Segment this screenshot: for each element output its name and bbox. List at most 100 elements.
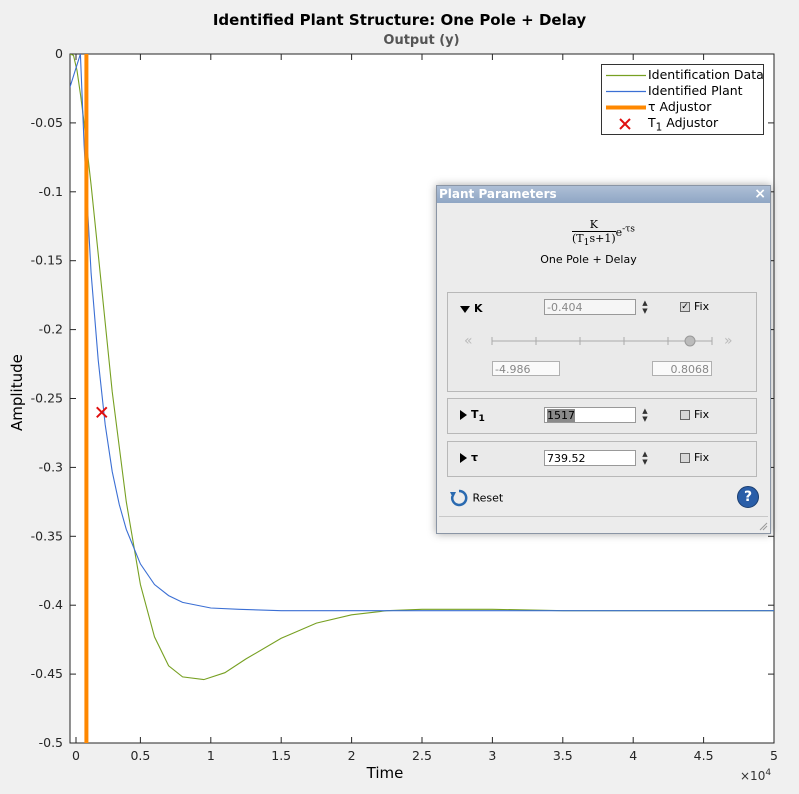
formula-exponential: e-τs (615, 223, 635, 240)
legend-swatch-thick-line (606, 105, 646, 110)
param-k-min-field[interactable]: -4.986 (492, 361, 560, 376)
formula-e-sup: -τs (622, 223, 635, 235)
param-tau-spinner[interactable]: ▲ ▼ (642, 450, 648, 466)
x-tick-label: 0 (72, 748, 80, 763)
chevron-down-icon[interactable] (460, 305, 470, 313)
x-tick-label: 3.5 (553, 748, 573, 763)
x-axis-exponent: ×104 (740, 768, 771, 783)
chevron-right-icon[interactable] (460, 453, 467, 463)
legend-label: Identification Data (648, 67, 764, 82)
y-tick-label: -0.1 (39, 184, 63, 199)
y-tick-label: -0.5 (39, 735, 63, 750)
chevron-right-icon[interactable] (460, 410, 467, 420)
reset-icon (450, 489, 468, 507)
formula-e: e (615, 226, 623, 240)
param-t1-label: T (471, 408, 479, 421)
formula-den-a: (T (572, 232, 584, 245)
legend-label: τ Adjustor (648, 99, 712, 114)
param-k-label: K (474, 302, 483, 315)
transfer-function-formula: K (T1s+1) e-τs (437, 218, 770, 248)
x-tick-label: 2.5 (412, 748, 432, 763)
y-tick-label: -0.25 (31, 391, 63, 406)
formula-denominator: (T1s+1) (572, 232, 616, 248)
legend-item-t1-adjustor[interactable]: T1 Adjustor (602, 115, 763, 134)
slider-left-arrow-icon[interactable]: « (464, 333, 473, 349)
legend-item-tau-adjustor[interactable]: τ Adjustor (602, 99, 763, 115)
series-identified-plant (70, 54, 774, 612)
legend-item-identified-plant[interactable]: Identified Plant (602, 83, 763, 99)
y-tick-label: -0.35 (31, 528, 63, 543)
x-tick-label: 3 (488, 748, 496, 763)
reset-button[interactable]: Reset (449, 488, 503, 508)
param-tau-fix-label: Fix (694, 451, 710, 464)
y-tick-label: -0.15 (31, 253, 63, 268)
reset-label: Reset (472, 491, 504, 505)
close-icon[interactable]: × (754, 186, 766, 202)
x-tick-label: 1.5 (271, 748, 291, 763)
dialog-title: Plant Parameters (439, 187, 557, 201)
legend-label: T1 Adjustor (648, 115, 718, 134)
y-tick-label: -0.4 (39, 597, 63, 612)
param-tau-fix-checkbox[interactable] (680, 453, 690, 463)
formula-den-sub: 1 (583, 237, 590, 249)
x-tick-label: 4.5 (694, 748, 714, 763)
param-t1-toggle[interactable]: T1 (460, 408, 485, 424)
param-t1-fix-label: Fix (694, 408, 710, 421)
param-t1-spinner[interactable]: ▲ ▼ (642, 407, 648, 423)
param-k-max-field[interactable]: 0.8068 (652, 361, 712, 376)
legend-swatch-line (606, 74, 646, 77)
x-marker-icon (619, 118, 631, 130)
x-axis-label: Time (366, 764, 404, 782)
x-exponent-power: 4 (765, 768, 772, 778)
x-tick-label: 0.5 (130, 748, 150, 763)
param-tau-toggle[interactable]: τ (460, 451, 478, 464)
legend-label: Identified Plant (648, 83, 743, 98)
y-axis-label: Amplitude (8, 354, 26, 431)
param-panel-k: K -0.404 ▲ ▼ ✓ Fix « » -4.986 0.8068 (447, 292, 757, 392)
param-k-fix-label: Fix (694, 300, 710, 313)
t1-adjustor-marker-b[interactable] (96, 406, 108, 418)
help-icon[interactable]: ? (737, 486, 759, 508)
param-k-toggle[interactable]: K (460, 302, 483, 315)
resize-grip-icon[interactable] (758, 521, 768, 531)
x-tick-label: 2 (348, 748, 356, 763)
formula-fraction: K (T1s+1) (572, 218, 616, 248)
param-k-spinner[interactable]: ▲ ▼ (642, 299, 648, 315)
param-k-value-field[interactable]: -0.404 (544, 299, 636, 315)
legend-label-sub: 1 (655, 121, 663, 134)
param-panel-t1: T1 1517 ▲ ▼ Fix (447, 398, 757, 434)
param-t1-value-selected: 1517 (547, 409, 575, 422)
legend[interactable]: Identification Data Identified Plant τ A… (601, 64, 764, 135)
plot-subtitle: Output (y) (383, 33, 460, 48)
slider-thumb[interactable] (684, 335, 696, 347)
plant-parameters-dialog[interactable]: Plant Parameters × K (T1s+1) e-τs One Po… (436, 185, 771, 534)
x-exponent-base: ×10 (740, 769, 766, 783)
dialog-titlebar[interactable]: Plant Parameters × (437, 186, 770, 203)
y-tick-label: 0 (55, 46, 63, 61)
legend-swatch-line (606, 90, 646, 93)
dialog-subtitle: One Pole + Delay (540, 253, 637, 266)
legend-item-identification-data[interactable]: Identification Data (602, 67, 764, 83)
slider-right-arrow-icon[interactable]: » (724, 333, 733, 349)
formula-numerator: K (572, 218, 616, 232)
param-tau-value-field[interactable]: 739.52 (544, 450, 636, 466)
legend-label-t: T (648, 115, 656, 130)
y-tick-label: -0.2 (39, 322, 63, 337)
legend-label-rest: Adjustor (662, 115, 719, 130)
y-tick-label: -0.05 (31, 115, 63, 130)
param-t1-fix-checkbox[interactable] (680, 410, 690, 420)
dialog-divider (439, 516, 768, 517)
param-tau-label: τ (471, 451, 479, 464)
param-k-fix-checkbox[interactable]: ✓ (680, 302, 690, 312)
y-tick-label: -0.45 (31, 666, 63, 681)
param-t1-label-sub: 1 (478, 413, 485, 425)
x-tick-label: 1 (207, 748, 215, 763)
param-k-slider[interactable]: « » (458, 331, 748, 351)
y-tick-label: -0.3 (39, 459, 63, 474)
param-panel-tau: τ 739.52 ▲ ▼ Fix (447, 441, 757, 477)
plot-title: Identified Plant Structure: One Pole + D… (212, 11, 587, 29)
x-tick-label: 5 (770, 748, 778, 763)
param-t1-value-field[interactable]: 1517 (544, 407, 636, 423)
formula-den-b: s+1) (589, 232, 616, 245)
x-tick-label: 4 (629, 748, 637, 763)
